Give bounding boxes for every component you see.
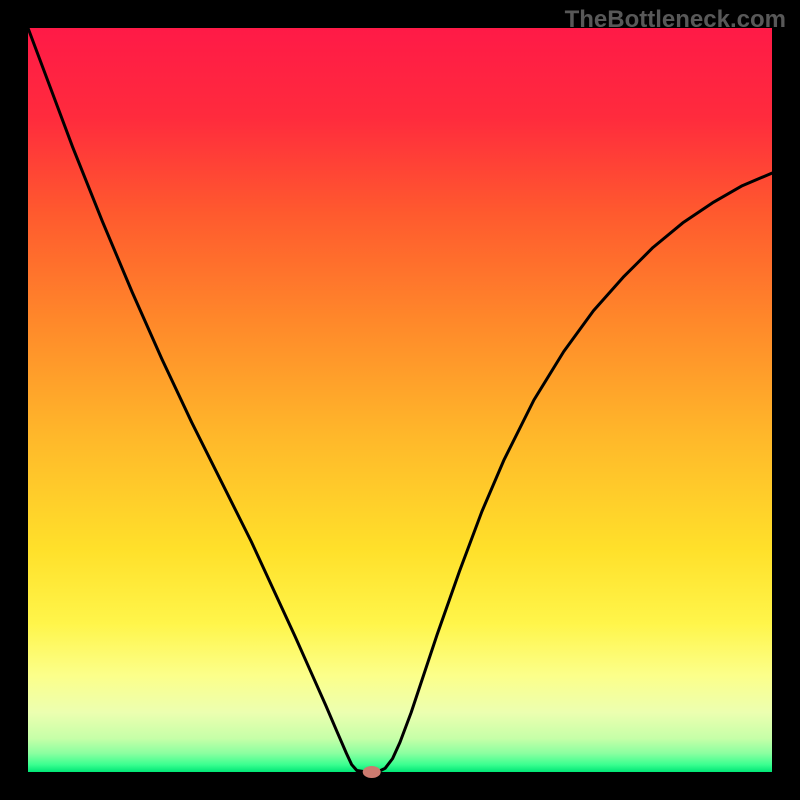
watermark-text: TheBottleneck.com bbox=[565, 6, 786, 34]
chart-background bbox=[28, 28, 772, 772]
bottleneck-chart bbox=[0, 0, 800, 800]
optimal-point-marker bbox=[363, 766, 381, 778]
chart-container: TheBottleneck.com bbox=[0, 0, 800, 800]
